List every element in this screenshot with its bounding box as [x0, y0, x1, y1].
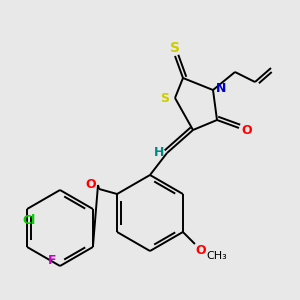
Text: F: F [48, 254, 56, 268]
Text: H: H [154, 146, 164, 160]
Text: O: O [242, 124, 252, 136]
Text: S: S [160, 92, 169, 104]
Text: N: N [216, 82, 226, 94]
Text: S: S [170, 41, 180, 55]
Text: O: O [196, 244, 206, 256]
Text: O: O [86, 178, 96, 190]
Text: CH₃: CH₃ [206, 251, 227, 261]
Text: Cl: Cl [22, 214, 36, 227]
